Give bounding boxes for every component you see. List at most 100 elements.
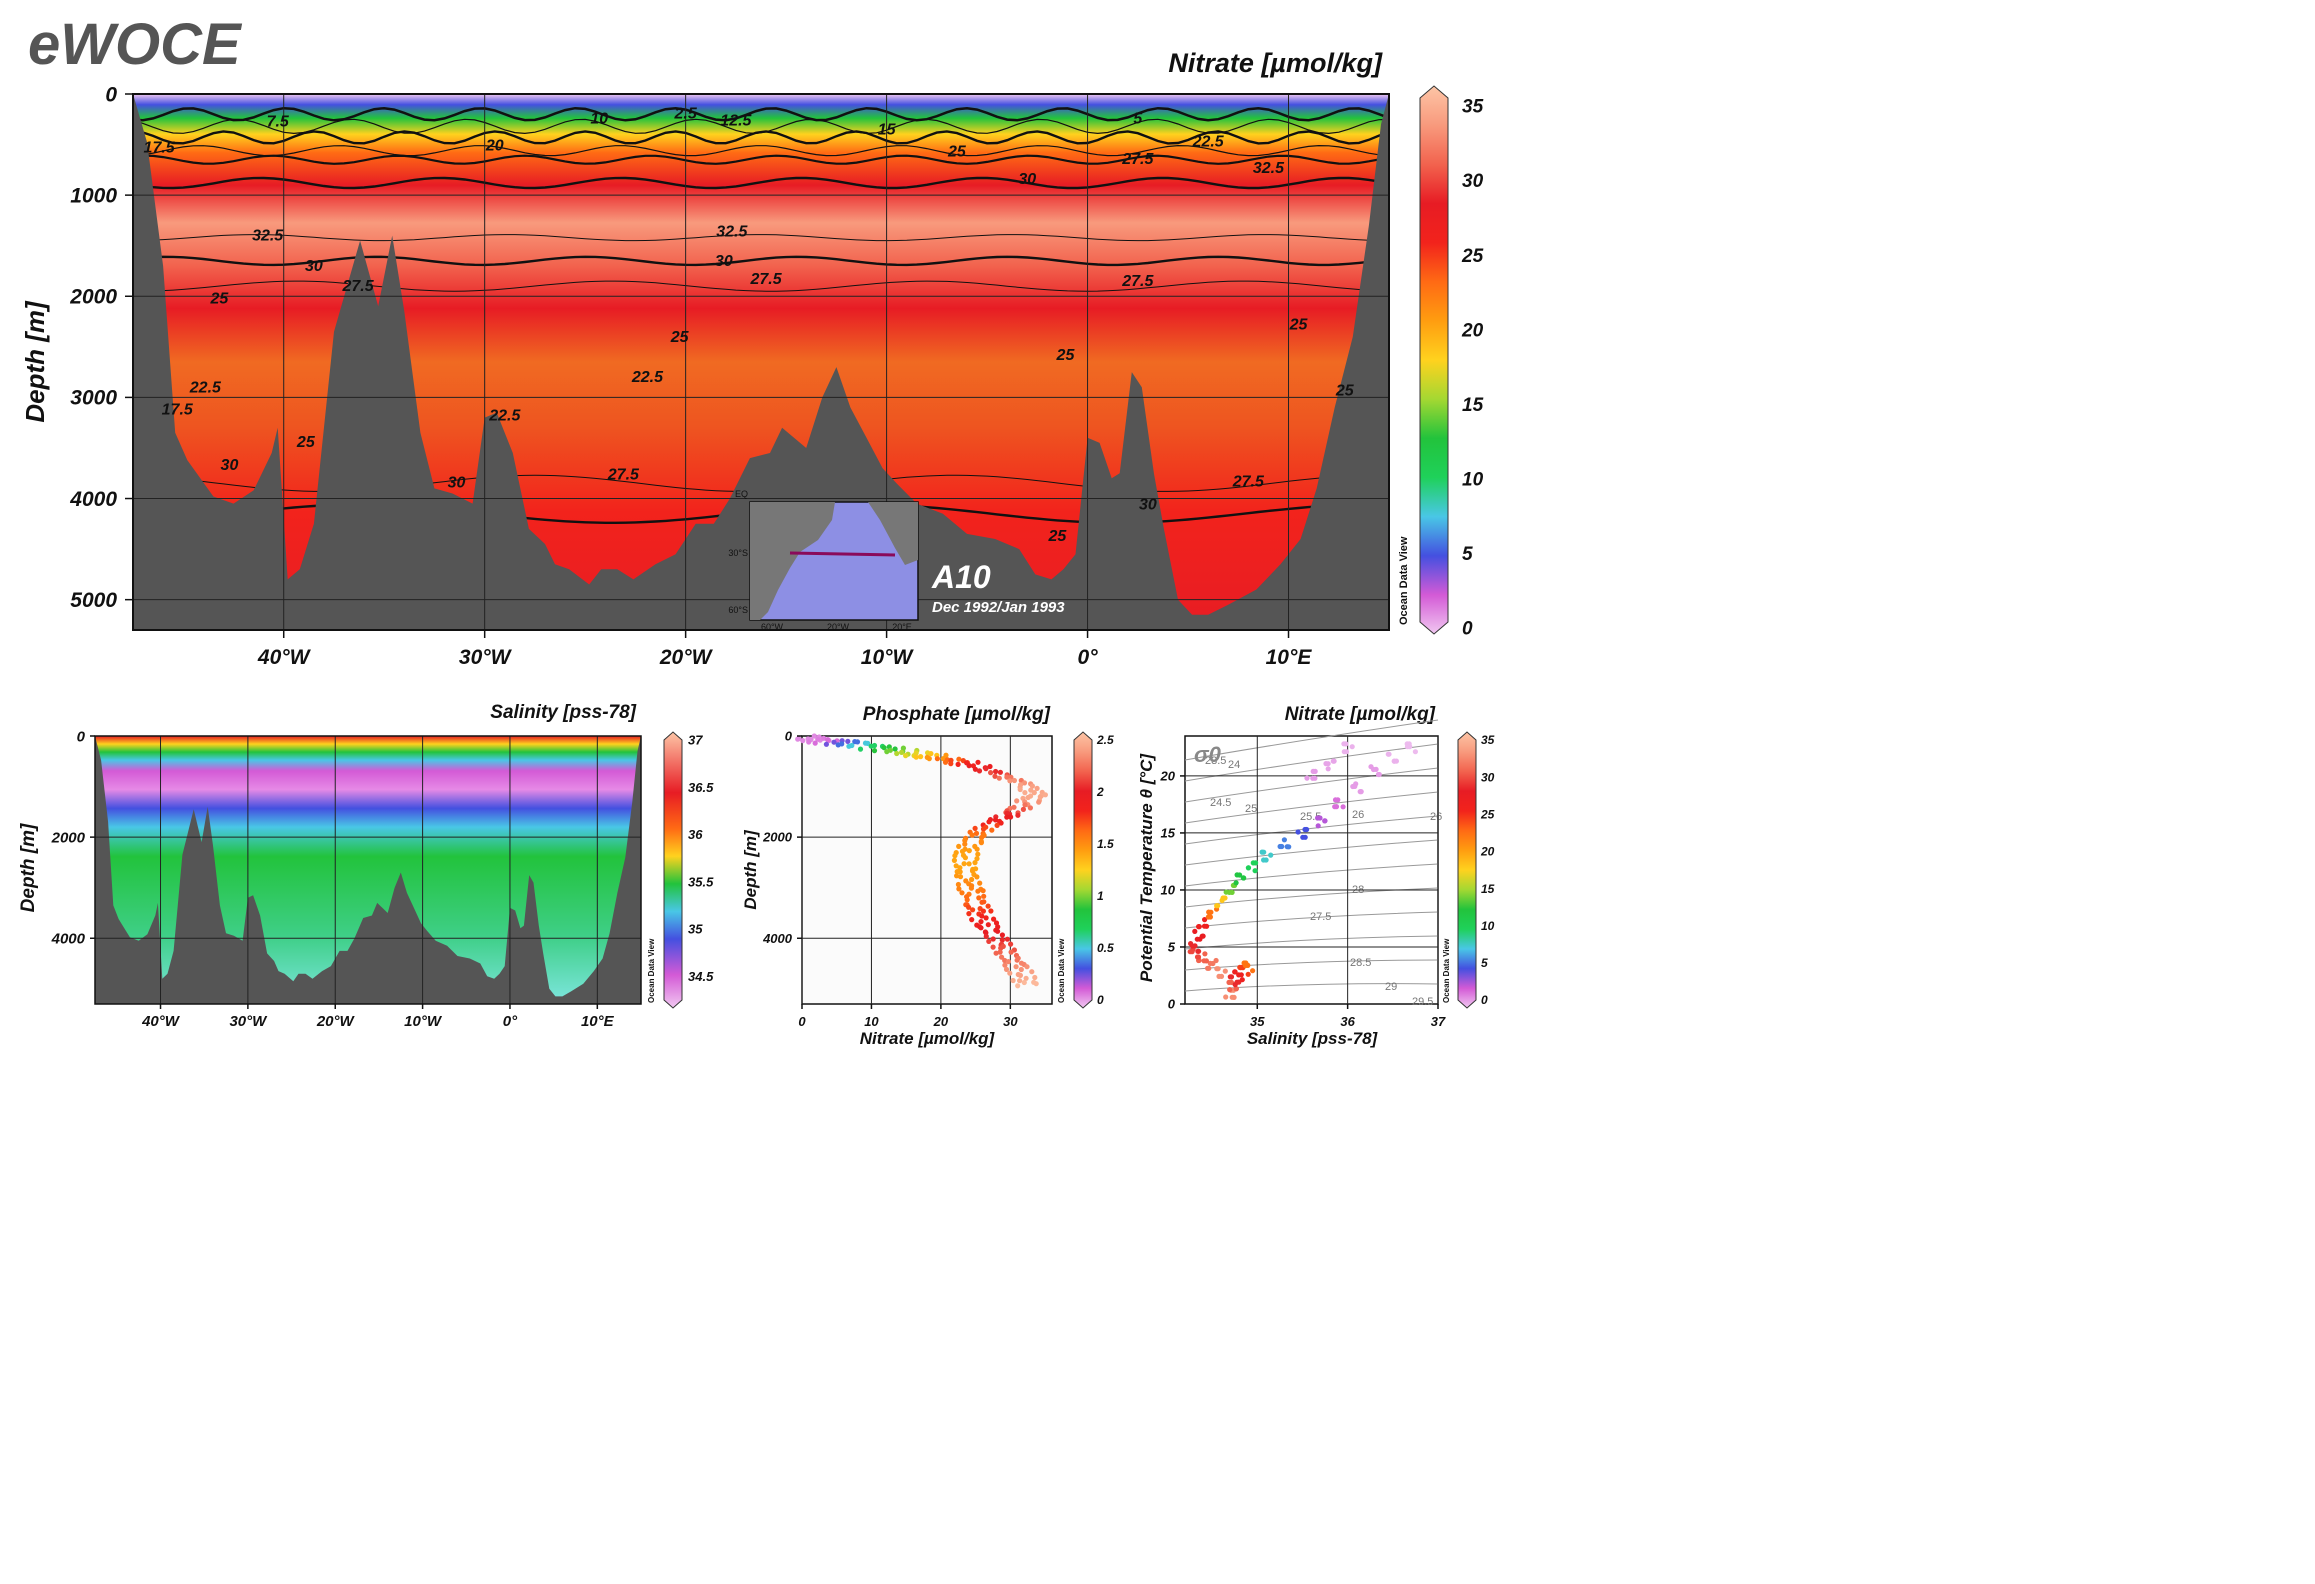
data-point — [1223, 994, 1229, 1000]
nitrate-frame — [132, 93, 1390, 631]
data-point — [1003, 966, 1010, 973]
colorbar-tick-label: 20 — [1461, 320, 1484, 341]
x-tick-label: 30°W — [459, 646, 513, 669]
data-point — [988, 770, 994, 776]
data-point — [1027, 805, 1033, 811]
colorbar-tick-label: 1.5 — [1097, 837, 1114, 851]
data-point — [913, 754, 919, 760]
data-point — [1015, 971, 1021, 978]
data-point — [974, 856, 980, 862]
x-tick-label: 40°W — [257, 646, 312, 669]
colorbar-tick-label: 10 — [1462, 470, 1484, 491]
data-point — [993, 920, 1000, 926]
data-point — [1037, 794, 1043, 800]
data-point — [1202, 917, 1208, 923]
data-point — [1042, 792, 1048, 798]
data-point — [1025, 794, 1031, 801]
sigma-label: σ0 — [1194, 742, 1222, 767]
contour-label: 17.5 — [144, 140, 176, 157]
colorbar-tick-label: 25 — [1461, 246, 1484, 267]
data-point — [1214, 903, 1220, 909]
y-tick-label: 10 — [1161, 882, 1176, 897]
y-tick-label: 0 — [105, 83, 117, 106]
data-point — [1014, 798, 1020, 804]
data-point — [1004, 814, 1010, 820]
colorbar-tick-label: 35 — [688, 922, 703, 937]
data-point — [796, 736, 802, 742]
data-point — [806, 739, 812, 745]
data-point — [990, 936, 996, 942]
contour-label: 27.5 — [749, 271, 782, 288]
data-point — [1222, 968, 1228, 974]
data-point — [865, 740, 871, 747]
colorbar-tick-label: 0 — [1097, 993, 1104, 1007]
contour-label: 32.5 — [252, 228, 284, 245]
data-point — [857, 746, 864, 752]
salinity-title: Salinity [pss-78] — [490, 702, 636, 723]
contour-label: 25 — [947, 144, 967, 161]
data-point — [894, 750, 900, 757]
data-point — [1008, 941, 1014, 947]
contour-label: 22.5 — [189, 379, 222, 396]
colorbar-tick-label: 0 — [1462, 619, 1473, 640]
data-point — [1357, 789, 1363, 795]
isopycnal-label: 23.5 — [1205, 755, 1226, 767]
data-point — [983, 766, 989, 772]
data-point — [1220, 895, 1226, 901]
contour-label: 32.5 — [716, 224, 748, 241]
data-point — [1011, 804, 1017, 810]
data-point — [983, 933, 989, 940]
y-tick-label: 0 — [1168, 997, 1176, 1012]
data-point — [969, 832, 975, 838]
data-point — [881, 745, 887, 751]
x-tick-label: 40°W — [141, 1013, 181, 1030]
data-point — [998, 820, 1004, 826]
phosphate-colorbar: 0 0.5 1 1.5 2 2.5 Ocean Data View — [1057, 731, 1114, 1009]
data-point — [1325, 766, 1331, 772]
data-point — [1245, 971, 1251, 977]
inset-lat-label: EQ — [735, 489, 748, 499]
data-point — [972, 860, 978, 866]
inset-lon-label: 60°W — [761, 622, 784, 632]
data-point — [981, 899, 987, 905]
ts-diagram-chart: Nitrate [µmol/kg] Potential Temperature … — [1137, 704, 1446, 1048]
contour-label: 25 — [296, 434, 316, 451]
data-point — [1013, 964, 1019, 970]
isopycnal-label: 24 — [1228, 759, 1240, 771]
data-point — [1404, 744, 1411, 750]
y-tick-label: 2000 — [69, 286, 117, 309]
data-point — [969, 917, 975, 923]
data-point — [1031, 790, 1037, 796]
contour-label: 27.5 — [1121, 273, 1154, 290]
data-point — [1304, 775, 1310, 781]
data-point — [1004, 936, 1011, 942]
contour-label: 32.5 — [1253, 160, 1285, 177]
logo: eWOCE — [28, 12, 243, 77]
data-point — [1237, 964, 1243, 971]
data-point — [969, 876, 975, 883]
ts-title: Nitrate [µmol/kg] — [1285, 704, 1436, 725]
data-point — [966, 763, 972, 769]
data-point — [1008, 949, 1014, 955]
contour-label: 25 — [210, 290, 230, 307]
salinity-bathymetry — [95, 736, 641, 1004]
data-point — [996, 775, 1002, 781]
contour-label: 30 — [305, 258, 323, 275]
colorbar-tick-label: 0.5 — [1097, 941, 1114, 955]
colorbar-tick-label: 36.5 — [688, 780, 714, 795]
data-point — [966, 861, 972, 867]
data-point — [959, 890, 965, 896]
data-point — [979, 913, 985, 919]
data-point — [957, 874, 964, 880]
contour-label: 5 — [1133, 110, 1143, 127]
ts-xlabel: Salinity [pss-78] — [1247, 1029, 1379, 1048]
x-tick-label: 10°E — [1266, 646, 1313, 669]
data-point — [1206, 909, 1212, 915]
data-point — [956, 756, 962, 762]
isopycnal-label: 28.5 — [1350, 957, 1371, 969]
data-point — [992, 817, 999, 823]
data-point — [1015, 812, 1021, 818]
data-point — [983, 915, 989, 921]
x-tick-label: 0° — [1078, 646, 1099, 669]
x-tick-label: 20°W — [659, 646, 714, 669]
